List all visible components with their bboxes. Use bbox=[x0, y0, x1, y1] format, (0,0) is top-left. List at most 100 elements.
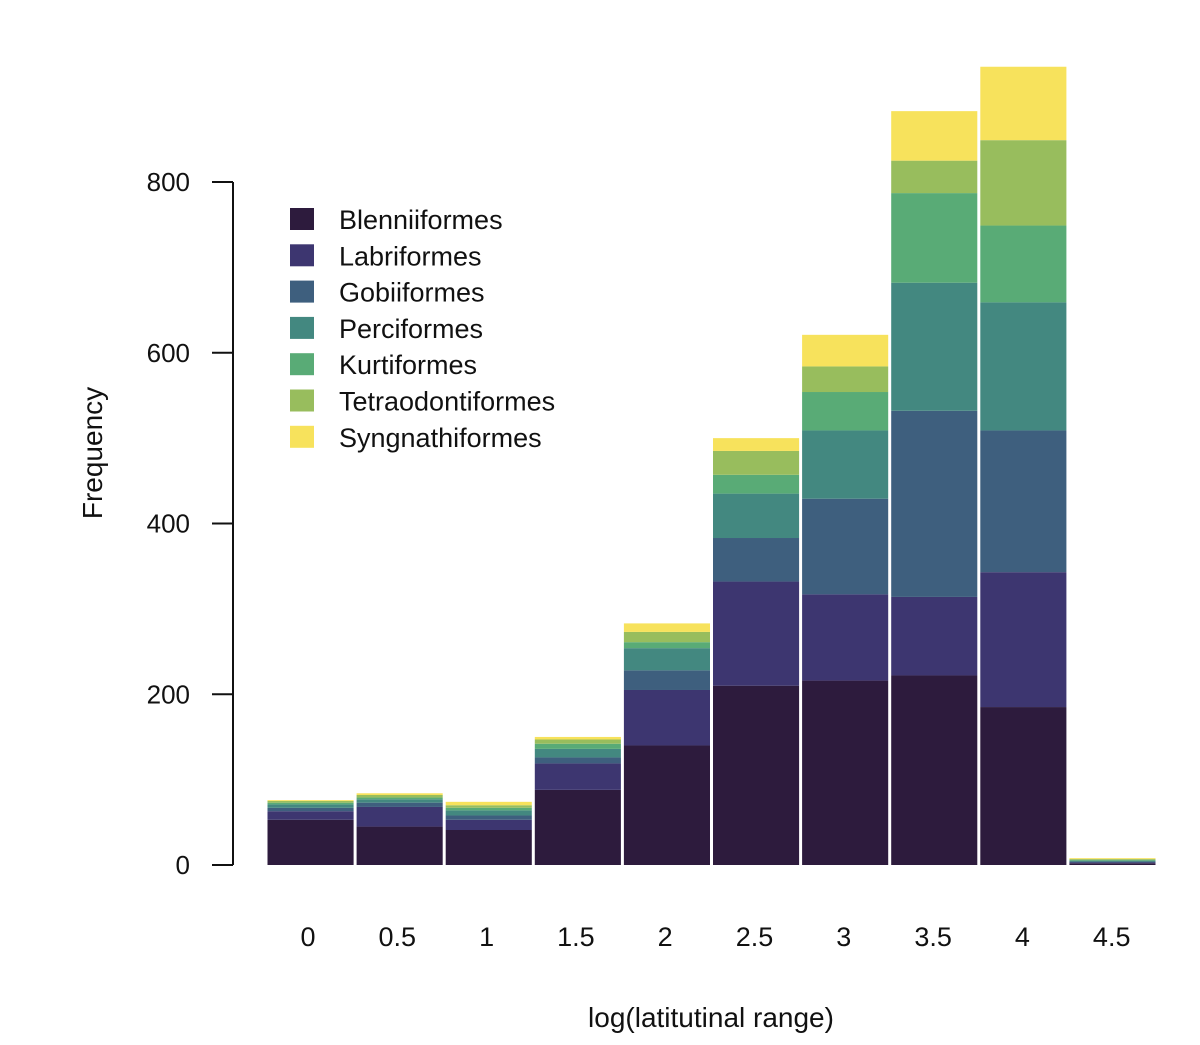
bar-segment bbox=[1069, 863, 1156, 865]
x-tick-label: 4 bbox=[1015, 922, 1030, 952]
legend-swatch bbox=[290, 425, 314, 448]
bar-segment bbox=[267, 802, 354, 805]
legend-swatch bbox=[290, 353, 314, 376]
bar-segment bbox=[445, 801, 532, 806]
bar-segment bbox=[445, 810, 532, 816]
legend-swatch bbox=[290, 389, 314, 412]
x-tick-label: 4.5 bbox=[1093, 922, 1131, 952]
bar-segment bbox=[980, 302, 1067, 431]
legend: Blenniiformes Labriformes Gobiiformes Perci… bbox=[290, 205, 555, 453]
bar-segment bbox=[802, 392, 889, 431]
legend-label: Kurtiformes bbox=[339, 350, 477, 380]
bar-segment bbox=[623, 631, 710, 643]
bar-segment bbox=[1069, 860, 1156, 862]
x-tick-label: 3.5 bbox=[914, 922, 952, 952]
bar-segment bbox=[980, 707, 1067, 865]
bar-segment bbox=[713, 474, 800, 494]
bar-segment bbox=[534, 739, 621, 744]
bar-segment bbox=[802, 334, 889, 367]
bar-segment bbox=[891, 675, 978, 865]
y-tick-label: 800 bbox=[147, 167, 190, 197]
bar-segment bbox=[356, 806, 443, 827]
bar-segment bbox=[445, 819, 532, 830]
bar-segment bbox=[713, 438, 800, 451]
bar-segment bbox=[1069, 861, 1156, 863]
y-tick-label: 600 bbox=[147, 338, 190, 368]
bars-layer bbox=[267, 66, 1156, 865]
bar-segment bbox=[623, 745, 710, 865]
legend-label: Gobiiformes bbox=[339, 278, 485, 308]
y-axis-title: Frequency bbox=[77, 387, 108, 519]
legend-label: Blenniiformes bbox=[339, 205, 503, 235]
x-tick-label: 3 bbox=[836, 922, 851, 952]
x-tick-label: 0.5 bbox=[379, 922, 417, 952]
bar-segment bbox=[713, 538, 800, 582]
bar-segment bbox=[267, 811, 354, 820]
bar-segment bbox=[713, 493, 800, 539]
y-tick-label: 200 bbox=[147, 679, 190, 709]
y-tick-label: 400 bbox=[147, 509, 190, 539]
bar-segment bbox=[445, 815, 532, 820]
bar-segment bbox=[356, 793, 443, 795]
bar-segment bbox=[802, 680, 889, 865]
bar-segment bbox=[623, 670, 710, 690]
legend-swatch bbox=[290, 208, 314, 230]
legend-swatch bbox=[290, 316, 314, 339]
y-ticks: 0 200 400 600 800 bbox=[147, 167, 233, 880]
bar-segment bbox=[891, 160, 978, 194]
legend-swatch bbox=[290, 244, 314, 267]
bar-segment bbox=[356, 802, 443, 807]
bar-segment bbox=[891, 111, 978, 161]
bar-segment bbox=[623, 648, 710, 671]
y-tick-label: 0 bbox=[176, 850, 190, 880]
bar-segment bbox=[623, 623, 710, 632]
bar-segment bbox=[891, 410, 978, 597]
bar-segment bbox=[356, 794, 443, 798]
bar-segment bbox=[267, 800, 354, 803]
x-tick-label: 1 bbox=[479, 922, 494, 952]
x-axis-title: log(latitutinal range) bbox=[588, 1002, 834, 1033]
bar-segment bbox=[534, 736, 621, 740]
bar-segment bbox=[802, 594, 889, 681]
bar-segment bbox=[267, 819, 354, 865]
bar-segment bbox=[534, 743, 621, 749]
bar-segment bbox=[980, 225, 1067, 303]
bar-segment bbox=[267, 800, 354, 801]
bar-segment bbox=[267, 804, 354, 808]
bar-segment bbox=[891, 596, 978, 676]
legend-label: Syngnathiformes bbox=[339, 423, 542, 453]
bar-segment bbox=[534, 763, 621, 790]
bar-segment bbox=[802, 366, 889, 393]
bar-segment bbox=[356, 799, 443, 803]
bar-segment bbox=[713, 581, 800, 686]
bar-segment bbox=[356, 826, 443, 865]
bar-segment bbox=[980, 66, 1067, 141]
x-tick-label: 2 bbox=[658, 922, 673, 952]
bar-segment bbox=[534, 748, 621, 758]
legend-swatch bbox=[290, 280, 314, 303]
bar-segment bbox=[980, 430, 1067, 573]
legend-label: Perciformes bbox=[339, 314, 483, 344]
x-tick-label: 2.5 bbox=[736, 922, 774, 952]
bar-segment bbox=[980, 572, 1067, 708]
bar-segment bbox=[445, 807, 532, 811]
x-tick-label: 0 bbox=[300, 922, 315, 952]
bar-segment bbox=[713, 450, 800, 475]
bar-segment bbox=[356, 797, 443, 800]
legend-label: Labriformes bbox=[339, 241, 482, 271]
bar-segment bbox=[891, 282, 978, 411]
bar-segment bbox=[1069, 859, 1156, 861]
bar-segment bbox=[980, 140, 1067, 226]
bar-segment bbox=[802, 430, 889, 499]
bar-segment bbox=[534, 757, 621, 764]
bar-segment bbox=[445, 805, 532, 808]
bar-segment bbox=[1069, 859, 1156, 860]
bar-segment bbox=[267, 807, 354, 812]
bar-segment bbox=[802, 498, 889, 595]
bar-segment bbox=[534, 789, 621, 865]
bar-segment bbox=[623, 689, 710, 746]
bar-segment bbox=[1069, 858, 1156, 860]
bar-segment bbox=[623, 642, 710, 649]
